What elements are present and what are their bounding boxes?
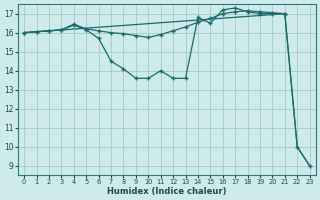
X-axis label: Humidex (Indice chaleur): Humidex (Indice chaleur)	[107, 187, 227, 196]
